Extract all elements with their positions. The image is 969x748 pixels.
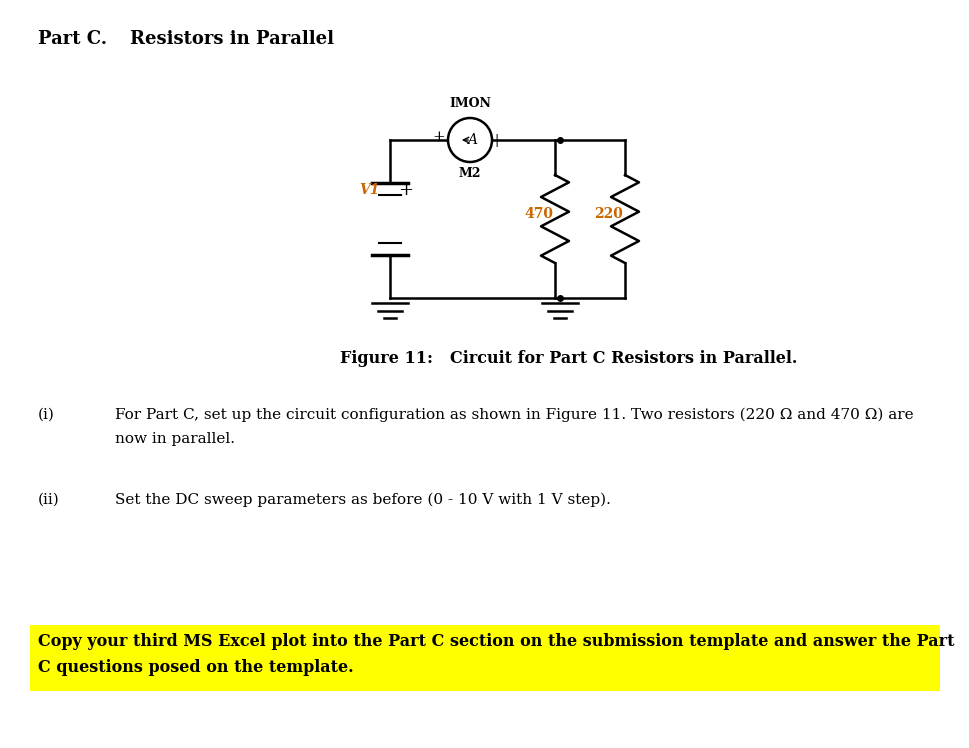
- Text: Resistors in Parallel: Resistors in Parallel: [130, 30, 333, 48]
- Text: A: A: [466, 133, 477, 147]
- Circle shape: [448, 118, 491, 162]
- Text: Part C.: Part C.: [38, 30, 107, 48]
- Text: (i): (i): [38, 408, 55, 422]
- Text: |: |: [493, 133, 498, 147]
- Text: (ii): (ii): [38, 493, 60, 507]
- Text: For Part C, set up the circuit configuration as shown in Figure 11. Two resistor: For Part C, set up the circuit configura…: [115, 408, 913, 423]
- Text: Copy your third MS Excel plot into the Part C section on the submission template: Copy your third MS Excel plot into the P…: [38, 633, 953, 650]
- Text: +: +: [432, 130, 445, 144]
- Text: Set the DC sweep parameters as before (0 - 10 V with 1 V step).: Set the DC sweep parameters as before (0…: [115, 493, 610, 507]
- FancyBboxPatch shape: [30, 625, 939, 691]
- Text: +: +: [397, 181, 413, 199]
- Text: Figure 11:: Figure 11:: [340, 350, 432, 367]
- Text: M2: M2: [458, 167, 481, 180]
- Text: Circuit for Part C Resistors in Parallel.: Circuit for Part C Resistors in Parallel…: [450, 350, 797, 367]
- Text: 220: 220: [593, 207, 622, 221]
- Text: 470: 470: [523, 207, 552, 221]
- Text: C questions posed on the template.: C questions posed on the template.: [38, 659, 354, 676]
- Text: V1: V1: [359, 183, 380, 197]
- Text: IMON: IMON: [449, 97, 490, 110]
- Text: now in parallel.: now in parallel.: [115, 432, 234, 446]
